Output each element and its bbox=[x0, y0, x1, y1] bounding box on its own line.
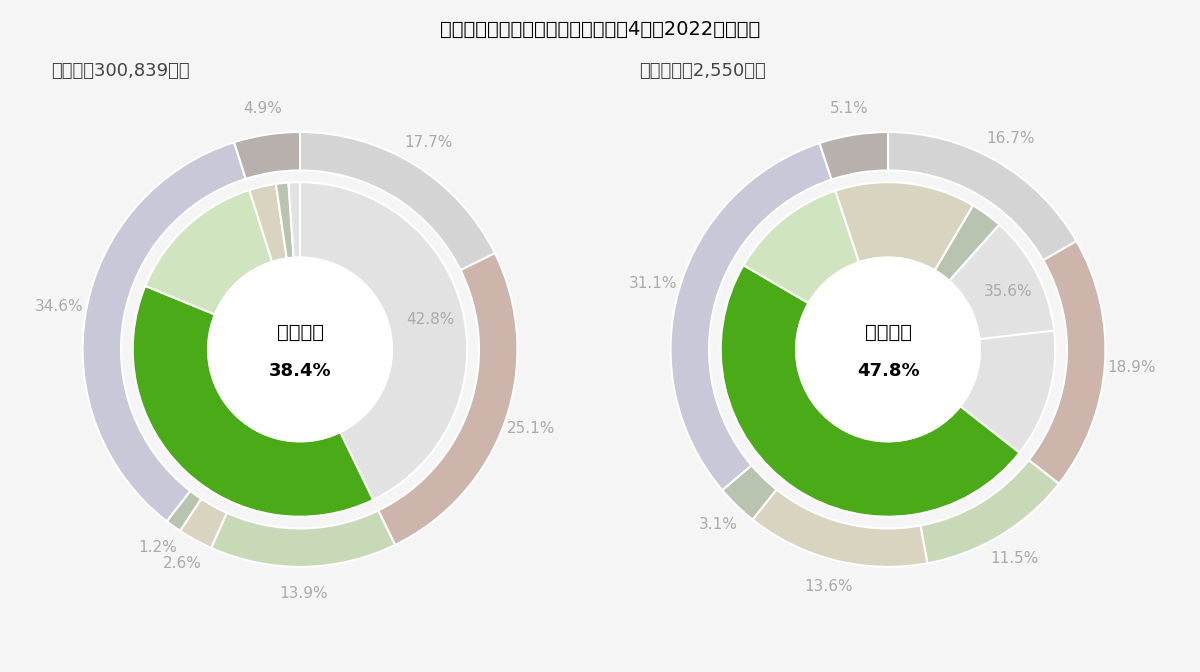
Text: 2.6%: 2.6% bbox=[163, 556, 202, 571]
Wedge shape bbox=[300, 132, 494, 270]
Text: 25.1%: 25.1% bbox=[506, 421, 556, 436]
Text: 単路合計: 単路合計 bbox=[276, 323, 324, 342]
Text: 11.5%: 11.5% bbox=[990, 551, 1038, 566]
Wedge shape bbox=[744, 191, 859, 303]
Text: 13.9%: 13.9% bbox=[280, 586, 328, 601]
Wedge shape bbox=[888, 182, 1055, 453]
Text: 死亡事故『2,550件』: 死亡事故『2,550件』 bbox=[640, 62, 767, 80]
Wedge shape bbox=[835, 182, 973, 270]
Wedge shape bbox=[276, 183, 294, 259]
Text: 34.6%: 34.6% bbox=[35, 299, 84, 314]
Wedge shape bbox=[378, 253, 517, 545]
Text: 13.6%: 13.6% bbox=[804, 579, 853, 594]
Text: 道路形状別交通事故発生状況『令和4年（2022年）中』: 道路形状別交通事故発生状況『令和4年（2022年）中』 bbox=[440, 20, 760, 39]
Wedge shape bbox=[671, 143, 832, 490]
Text: 全事故『300,839件』: 全事故『300,839件』 bbox=[52, 62, 191, 80]
Text: 18.9%: 18.9% bbox=[1108, 360, 1156, 374]
Text: 17.7%: 17.7% bbox=[404, 134, 454, 149]
Wedge shape bbox=[722, 465, 776, 519]
Text: 5.1%: 5.1% bbox=[829, 101, 869, 116]
Text: 38.4%: 38.4% bbox=[269, 362, 331, 380]
Wedge shape bbox=[752, 489, 928, 567]
Text: 単路合計: 単路合計 bbox=[864, 323, 912, 342]
Wedge shape bbox=[888, 132, 1076, 260]
Wedge shape bbox=[820, 132, 888, 179]
Wedge shape bbox=[234, 132, 300, 179]
Text: 31.1%: 31.1% bbox=[629, 276, 677, 291]
Wedge shape bbox=[920, 460, 1058, 563]
Wedge shape bbox=[83, 142, 246, 521]
Wedge shape bbox=[250, 184, 287, 262]
Wedge shape bbox=[949, 224, 1055, 339]
Text: 1.2%: 1.2% bbox=[138, 540, 178, 556]
Circle shape bbox=[208, 257, 392, 442]
Wedge shape bbox=[300, 182, 467, 500]
Wedge shape bbox=[721, 265, 1020, 517]
Text: 3.1%: 3.1% bbox=[698, 517, 738, 532]
Wedge shape bbox=[180, 499, 227, 548]
Text: 47.8%: 47.8% bbox=[857, 362, 919, 380]
Wedge shape bbox=[935, 206, 1000, 281]
Text: 35.6%: 35.6% bbox=[984, 284, 1032, 298]
Wedge shape bbox=[211, 511, 395, 567]
Text: 42.8%: 42.8% bbox=[406, 312, 454, 327]
Text: 4.9%: 4.9% bbox=[244, 101, 282, 116]
Wedge shape bbox=[133, 286, 373, 517]
Circle shape bbox=[796, 257, 980, 442]
Text: 16.7%: 16.7% bbox=[986, 130, 1034, 146]
Wedge shape bbox=[1028, 241, 1105, 484]
Wedge shape bbox=[288, 182, 300, 257]
Wedge shape bbox=[145, 190, 272, 314]
Wedge shape bbox=[167, 491, 202, 531]
